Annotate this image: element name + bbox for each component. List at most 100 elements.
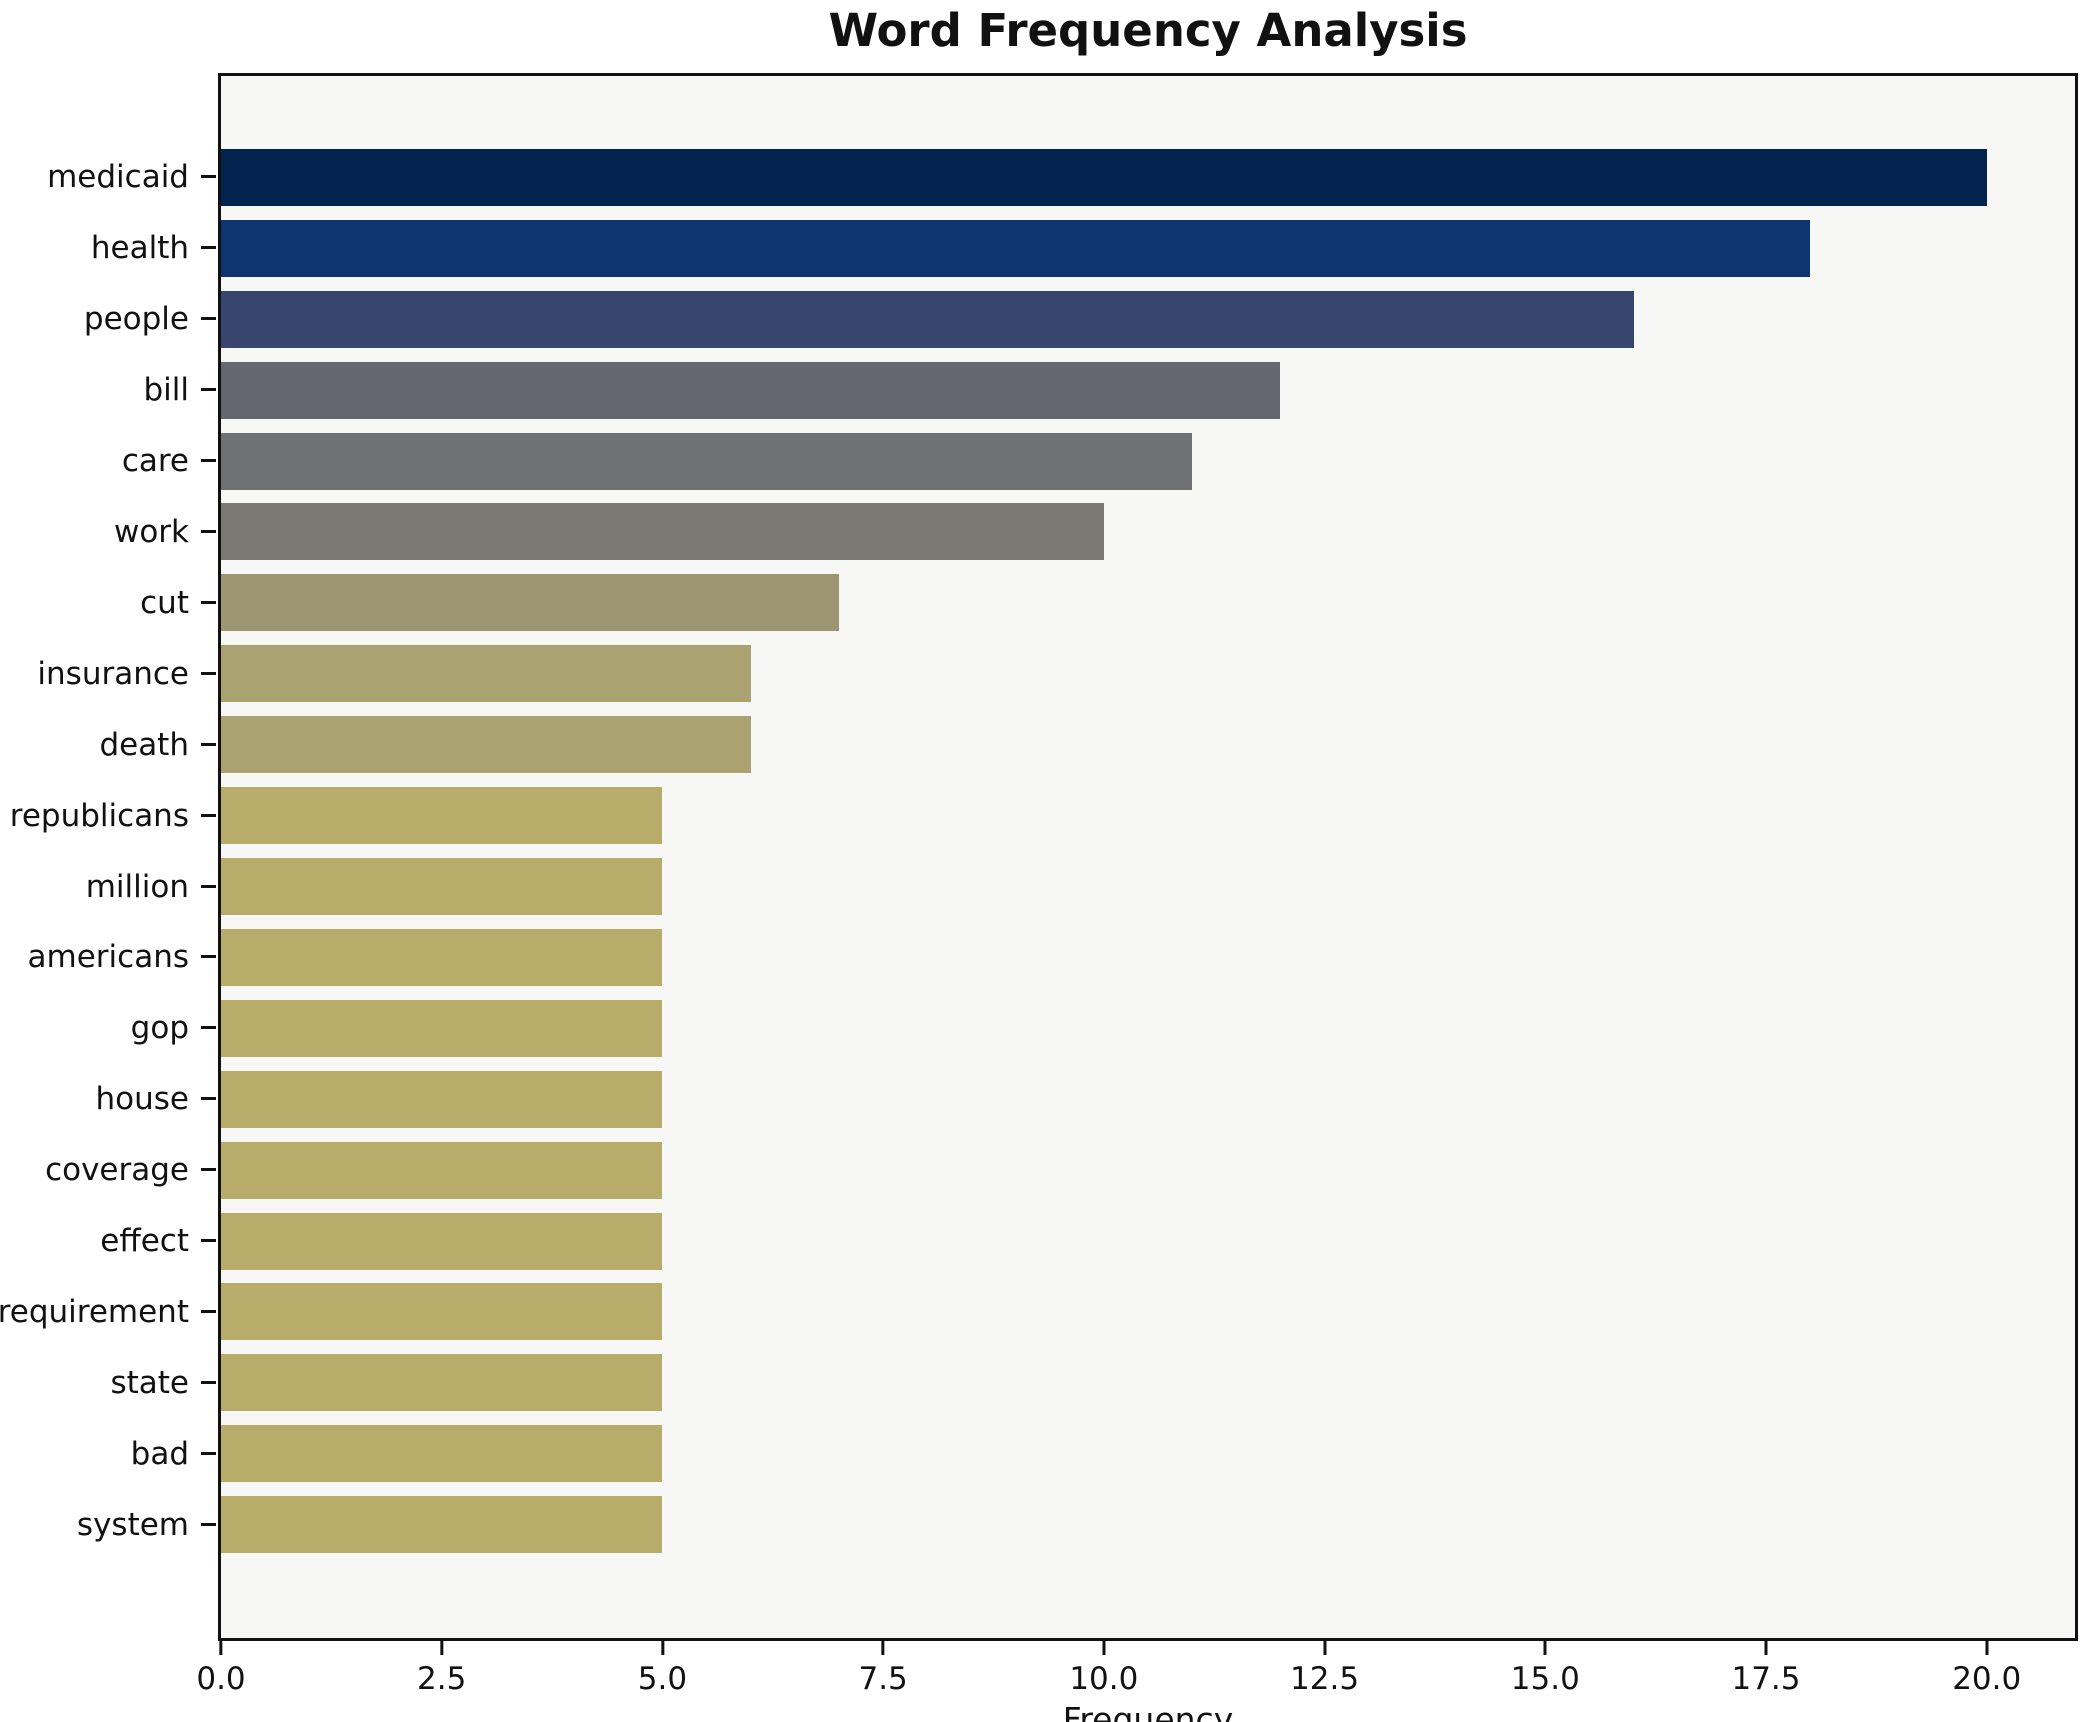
x-tick-label: 2.5 <box>417 1661 467 1697</box>
y-tick <box>201 1380 216 1384</box>
x-tick-mark <box>219 1641 223 1655</box>
x-tick-mark <box>881 1641 885 1655</box>
category-label: work <box>113 513 189 550</box>
bar <box>221 928 663 986</box>
bar <box>221 716 751 774</box>
category-label: bad <box>130 1435 189 1472</box>
category-label: coverage <box>45 1152 189 1189</box>
x-tick: 20.0 <box>1952 1641 2021 1697</box>
bar <box>221 361 1281 419</box>
bar <box>221 148 1987 206</box>
category-label: health <box>90 230 189 267</box>
category-label: gop <box>130 1010 189 1047</box>
x-tick-mark <box>1323 1641 1327 1655</box>
x-tick: 10.0 <box>1069 1641 1138 1697</box>
plot-area: medicaid health people bill care work cut insur… <box>0 73 2078 1641</box>
y-tick <box>201 884 216 888</box>
x-tick: 0.0 <box>196 1641 246 1697</box>
bar <box>221 503 1104 561</box>
bar-row: work <box>114 497 2075 568</box>
x-tick: 7.5 <box>858 1641 908 1697</box>
x-tick-mark <box>660 1641 664 1655</box>
x-tick: 12.5 <box>1290 1641 1359 1697</box>
bar <box>221 999 663 1057</box>
category-label: care <box>121 443 189 480</box>
bar <box>221 1283 663 1341</box>
bar <box>221 1425 663 1483</box>
bar-row: care <box>122 426 2075 497</box>
category-label: requirement <box>0 1293 189 1330</box>
bar-row: requirement <box>0 1277 2075 1348</box>
bar <box>221 858 663 916</box>
y-tick <box>201 671 216 675</box>
category-label: americans <box>27 939 189 976</box>
chart-title: Word Frequency Analysis <box>828 4 1468 57</box>
x-tick: 5.0 <box>638 1641 687 1697</box>
y-tick <box>201 317 216 321</box>
bar-row: gop <box>131 993 2075 1064</box>
y-tick <box>201 388 216 392</box>
x-tick-mark <box>1985 1641 1989 1655</box>
category-label: death <box>99 726 189 763</box>
bar-row: people <box>84 284 2075 355</box>
bar-row: coverage <box>45 1135 2075 1206</box>
bar <box>221 1212 663 1270</box>
x-tick: 15.0 <box>1511 1641 1580 1697</box>
category-label: insurance <box>37 655 189 692</box>
x-axis-label: Frequency <box>1062 1700 1234 1722</box>
y-tick <box>201 955 216 959</box>
category-label: bill <box>143 372 189 409</box>
y-tick <box>201 1309 216 1313</box>
category-label: house <box>95 1081 189 1118</box>
category-label: effect <box>100 1223 189 1260</box>
y-tick <box>201 246 216 250</box>
bar-row: insurance <box>37 638 2075 709</box>
y-tick <box>201 1239 216 1243</box>
category-label: people <box>83 301 189 338</box>
y-tick <box>201 1522 216 1526</box>
bar-row: bad <box>131 1418 2075 1489</box>
x-tick-label: 0.0 <box>196 1661 246 1697</box>
bar-row: cut <box>140 567 2075 638</box>
y-tick <box>201 175 216 179</box>
x-tick-mark <box>440 1641 444 1655</box>
bar <box>221 574 839 632</box>
y-tick <box>201 529 216 533</box>
bar-row: bill <box>143 355 2075 426</box>
x-tick-label: 20.0 <box>1952 1661 2022 1697</box>
bar <box>221 290 1634 348</box>
x-tick-mark <box>1764 1641 1768 1655</box>
y-tick <box>201 742 216 746</box>
bar-row: million <box>86 851 2075 922</box>
x-tick: 17.5 <box>1731 1641 1801 1697</box>
y-tick <box>201 600 216 604</box>
bar-row: medicaid <box>47 142 2075 213</box>
bar-row: effect <box>100 1206 2075 1277</box>
y-tick <box>201 1168 216 1172</box>
bar <box>221 1070 663 1128</box>
category-label: medicaid <box>47 159 189 196</box>
bar-row: house <box>96 1064 2075 1135</box>
bars-container: medicaid health people bill care work cut insur… <box>0 142 2075 1560</box>
x-axis: 0.0 2.5 5.0 7.5 10.0 12.5 15.0 17.5 20.0 <box>196 1641 2075 1711</box>
x-tick-label: 15.0 <box>1510 1661 1580 1697</box>
bar-row: system <box>77 1489 2075 1560</box>
x-tick-label: 5.0 <box>637 1661 688 1697</box>
bar <box>221 645 751 703</box>
bar <box>221 1141 663 1199</box>
bar-row: death <box>99 709 2075 780</box>
bar-row: health <box>91 213 2075 284</box>
x-tick: 2.5 <box>417 1641 466 1697</box>
bar <box>221 1354 663 1412</box>
x-tick-mark <box>1102 1641 1106 1655</box>
bar <box>221 219 1811 277</box>
x-tick-label: 12.5 <box>1290 1661 1360 1697</box>
bar <box>221 1496 663 1554</box>
category-label: million <box>85 868 189 905</box>
y-tick <box>201 1097 216 1101</box>
bar-row: state <box>110 1347 2075 1418</box>
y-tick <box>201 1026 216 1030</box>
bar <box>221 432 1193 490</box>
bar-row: republicans <box>10 780 2075 851</box>
bar <box>221 787 663 845</box>
